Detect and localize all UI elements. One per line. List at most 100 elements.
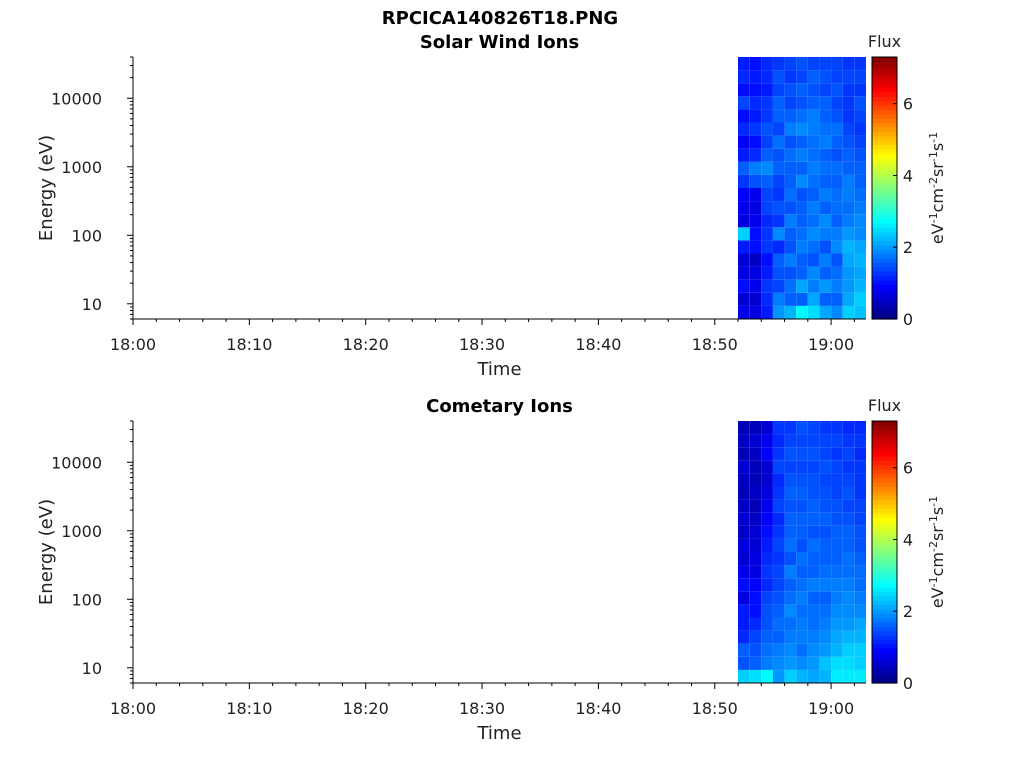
heatmap-cell	[819, 96, 832, 110]
heatmap-cell	[854, 434, 866, 448]
heatmap-cell	[842, 227, 855, 241]
colorbar-segment	[872, 135, 897, 141]
heatmap-cell	[842, 70, 855, 84]
colorbar-segment	[872, 442, 897, 448]
x-tick-label: 18:30	[459, 335, 505, 354]
heatmap-cell	[738, 161, 750, 175]
colorbar-segment	[872, 183, 897, 189]
heatmap-cell	[761, 617, 773, 631]
heatmap-cell	[854, 122, 866, 136]
colorbar: Flux 0 2 4 6 eV-1cm-2sr-1s-1	[868, 32, 947, 329]
heatmap-cell	[854, 279, 866, 293]
heatmap-cell	[784, 460, 797, 474]
heatmap-cell	[796, 552, 808, 566]
heatmap-cell	[772, 201, 785, 215]
colorbar-segment	[872, 74, 897, 80]
colorbar-segment	[872, 604, 897, 610]
heatmap-cell	[772, 499, 785, 513]
heatmap-cell	[796, 188, 808, 202]
heatmap-cell	[749, 460, 762, 474]
colorbar-segment	[872, 253, 897, 259]
heatmap-cell	[819, 538, 832, 552]
heatmap-cell	[807, 656, 820, 670]
heatmap-cell	[761, 188, 773, 202]
colorbar-segment	[872, 464, 897, 470]
colorbar-segment	[872, 301, 897, 307]
heatmap-cell	[831, 266, 843, 280]
heatmap-cell	[738, 525, 750, 539]
colorbar-segment	[872, 201, 897, 207]
heatmap-cell	[761, 201, 773, 215]
y-tick-label: 100	[71, 590, 102, 609]
heatmap-cell	[831, 70, 843, 84]
heatmap-cell	[831, 447, 843, 461]
heatmap-cell	[772, 122, 785, 136]
x-tick-label: 18:10	[226, 335, 272, 354]
colorbar-segment	[872, 451, 897, 457]
x-tick-label: 18:10	[226, 699, 272, 718]
y-tick-label: 1000	[61, 522, 102, 541]
colorbar-segment	[872, 613, 897, 619]
heatmap-cell	[854, 486, 866, 500]
heatmap-cell	[807, 227, 820, 241]
heatmap-cell	[796, 201, 808, 215]
heatmap-cell	[738, 188, 750, 202]
y-tick-label: 1000	[61, 158, 102, 177]
heatmap-cell	[749, 552, 762, 566]
heatmap-cell	[761, 122, 773, 136]
colorbar-segment	[872, 314, 897, 320]
heatmap-cell	[819, 656, 832, 670]
colorbar-segment	[872, 244, 897, 250]
colorbar-segment	[872, 240, 897, 246]
colorbar-frame	[871, 420, 898, 684]
heatmap-cell	[761, 565, 773, 579]
colorbar-segment	[872, 552, 897, 557]
colorbar-segment	[872, 503, 897, 509]
heatmap-cell	[784, 512, 797, 526]
heatmap-cell	[796, 499, 808, 513]
colorbar-segment	[872, 486, 897, 492]
colorbar-title: Flux	[868, 396, 901, 415]
heatmap-cell	[772, 292, 785, 306]
heatmap-cell	[819, 83, 832, 97]
colorbar-segment	[872, 214, 897, 220]
heatmap-cell	[761, 578, 773, 592]
x-tick-label: 18:20	[343, 699, 389, 718]
heatmap-cell	[738, 109, 750, 123]
heatmap-cell	[784, 656, 797, 670]
colorbar-segment	[872, 118, 897, 124]
colorbar-tick-label: 4	[903, 166, 913, 185]
heatmap-cell	[784, 617, 797, 631]
heatmap-cell	[854, 174, 866, 188]
heatmap-cell	[807, 486, 820, 500]
heatmap-cell	[738, 421, 750, 435]
heatmap-cell	[738, 486, 750, 500]
colorbar-segment	[872, 421, 897, 426]
heatmap-cell	[842, 512, 855, 526]
colorbar-unit-label: eV-1cm-2sr-1s-1	[927, 132, 948, 244]
heatmap-cell	[831, 512, 843, 526]
heatmap-cell	[749, 538, 762, 552]
heatmap-cell	[749, 499, 762, 513]
heatmap-cell	[842, 266, 855, 280]
heatmap-cell	[831, 630, 843, 644]
heatmap-cell	[738, 227, 750, 241]
heatmap-cell	[772, 96, 785, 110]
heatmap-cell	[854, 552, 866, 566]
colorbar-segment	[872, 530, 897, 536]
heatmap-cell	[854, 83, 866, 97]
colorbar-segment	[872, 257, 897, 263]
heatmap-cell	[807, 214, 820, 228]
colorbar-segment	[872, 109, 897, 115]
heatmap-cell	[784, 161, 797, 175]
heatmap-cell	[854, 161, 866, 175]
heatmap-cell	[749, 201, 762, 215]
x-tick-label: 19:00	[808, 699, 854, 718]
heatmap-cell	[749, 240, 762, 254]
heatmap-cell	[807, 460, 820, 474]
heatmap-cell	[761, 279, 773, 293]
colorbar-segment	[872, 305, 897, 311]
colorbar-tick-label: 6	[903, 459, 913, 478]
heatmap-cell	[842, 421, 855, 435]
